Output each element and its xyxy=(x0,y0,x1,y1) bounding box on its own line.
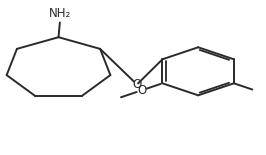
Text: O: O xyxy=(132,78,142,91)
Text: O: O xyxy=(137,84,146,97)
Text: NH₂: NH₂ xyxy=(49,7,71,20)
